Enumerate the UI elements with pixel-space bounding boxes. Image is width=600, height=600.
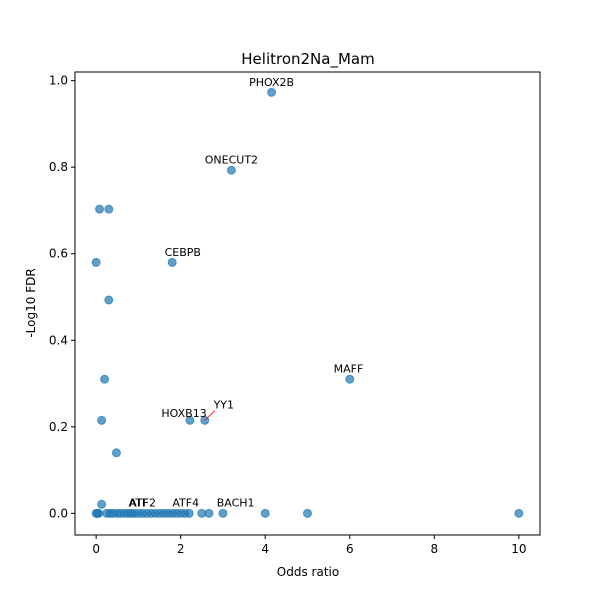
y-tick-label: 0.6 (49, 247, 68, 261)
data-point (111, 448, 121, 458)
x-tick-label: 10 (511, 542, 526, 556)
point-annotation: ATF2 (129, 496, 156, 509)
point-annotation: HOXB13 (161, 407, 206, 420)
data-point (184, 508, 194, 518)
point-annotation: MAFF (334, 363, 364, 376)
data-point (345, 374, 355, 384)
point-annotation: BACH1 (217, 496, 255, 509)
plot-area: PHOX2B ONECUT2 CEBPB MAFF YY1 HOXB13 ATF4 BACH1… (91, 76, 524, 518)
y-tick-label: 0.0 (49, 506, 68, 520)
data-point (97, 499, 107, 509)
data-point (204, 508, 214, 518)
annotation-leader (204, 410, 216, 421)
point-annotation: ATF4 (172, 496, 199, 509)
data-point (95, 204, 105, 214)
data-point (91, 257, 101, 267)
y-axis-label: -Log10 FDR (24, 268, 38, 337)
data-point (185, 415, 195, 425)
point-annotation: ATF (129, 496, 149, 509)
data-point (100, 374, 110, 384)
data-point (167, 257, 177, 267)
point-annotation: ONECUT2 (205, 154, 258, 167)
point-annotation: CEBPB (165, 246, 201, 259)
x-tick-label: 4 (261, 542, 269, 556)
x-tick-label: 0 (92, 542, 100, 556)
x-tick-label: 6 (346, 542, 354, 556)
point-annotation: YY1 (213, 399, 234, 412)
x-tick-label: 2 (177, 542, 185, 556)
data-point (97, 415, 107, 425)
x-axis-label: Odds ratio (277, 565, 339, 579)
axes-frame (74, 71, 541, 536)
chart-title: Helitron2Na_Mam (241, 50, 374, 69)
data-point (514, 508, 524, 518)
x-tick-label: 8 (430, 542, 438, 556)
data-point (260, 508, 270, 518)
data-point (94, 508, 104, 518)
data-point (226, 165, 236, 175)
y-tick-label: 1.0 (49, 74, 68, 88)
data-point (218, 508, 228, 518)
data-point (303, 508, 312, 518)
y-tick-label: 0.8 (49, 160, 68, 174)
y-tick-label: 0.2 (49, 420, 68, 434)
data-point (104, 204, 114, 214)
data-point (267, 87, 277, 97)
y-tick-label: 0.4 (49, 333, 68, 347)
point-annotation: PHOX2B (249, 76, 294, 89)
data-point (104, 295, 114, 305)
